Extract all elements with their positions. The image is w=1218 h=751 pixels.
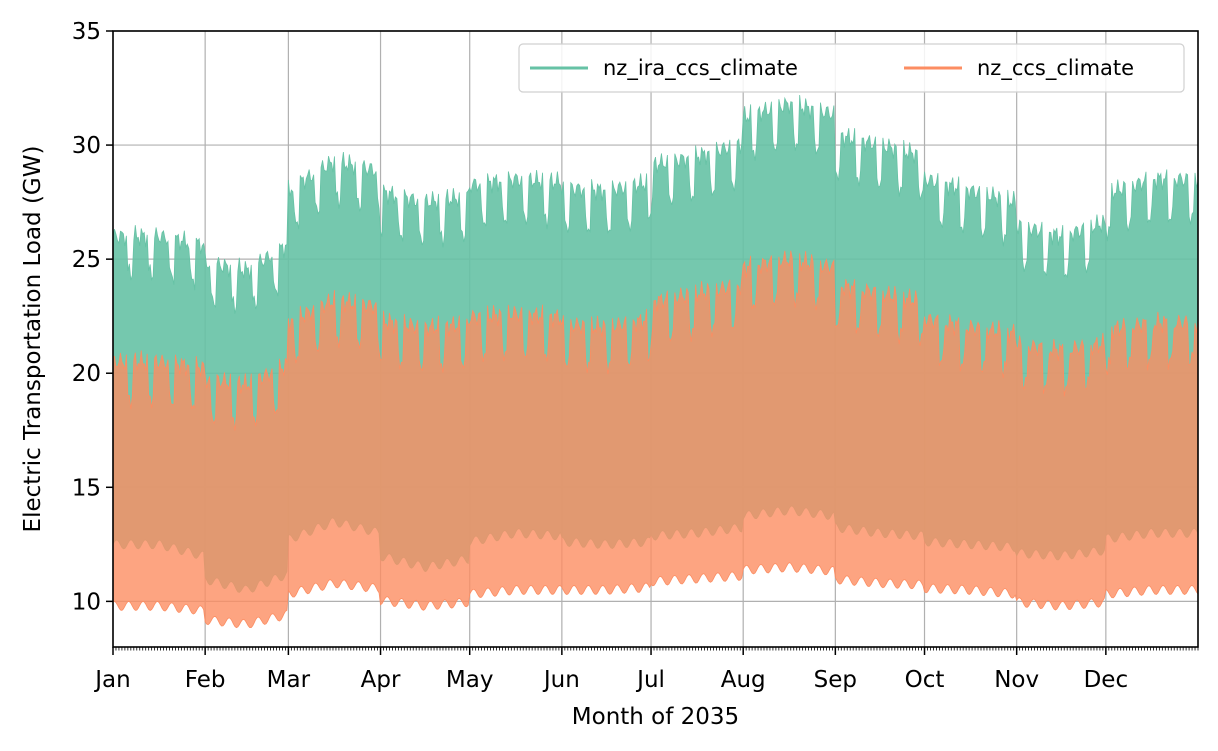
x-tick-label: Oct xyxy=(905,667,945,693)
y-tick-label: 25 xyxy=(72,247,101,273)
y-tick-label: 30 xyxy=(72,133,101,159)
legend: nz_ira_ccs_climate nz_ccs_climate xyxy=(518,43,1185,93)
y-tick-label: 35 xyxy=(72,19,101,45)
x-tick-label: Dec xyxy=(1084,667,1129,693)
x-axis: Jan Feb Mar Apr May Jun Jul Aug Sep Oct Nov Dec xyxy=(93,647,1199,693)
x-tick-label: May xyxy=(446,667,494,693)
x-tick-label: Sep xyxy=(814,667,857,693)
x-tick-label: Jul xyxy=(635,667,665,693)
series-layer xyxy=(112,94,1199,629)
x-tick-label: Apr xyxy=(361,667,401,693)
x-tick-label: Aug xyxy=(721,667,766,693)
x-tick-label: Nov xyxy=(994,667,1039,693)
y-axis-label: Electric Transportation Load (GW) xyxy=(20,146,46,533)
x-tick-label: Feb xyxy=(185,667,226,693)
x-axis-label: Month of 2035 xyxy=(572,704,739,730)
legend-box xyxy=(518,43,1185,93)
legend-label-nz-ccs-climate: nz_ccs_climate xyxy=(977,56,1134,81)
y-tick-label: 15 xyxy=(72,475,101,501)
x-tick-label: Jun xyxy=(542,667,580,693)
y-axis: 10 15 20 25 30 35 xyxy=(72,19,113,615)
plot-frame xyxy=(112,30,1199,648)
y-tick-label: 10 xyxy=(72,589,101,615)
y-tick-label: 20 xyxy=(72,361,101,387)
x-tick-label: Jan xyxy=(93,667,130,693)
legend-label-nz-ira-ccs-climate: nz_ira_ccs_climate xyxy=(603,56,798,81)
x-tick-label: Mar xyxy=(267,667,311,693)
